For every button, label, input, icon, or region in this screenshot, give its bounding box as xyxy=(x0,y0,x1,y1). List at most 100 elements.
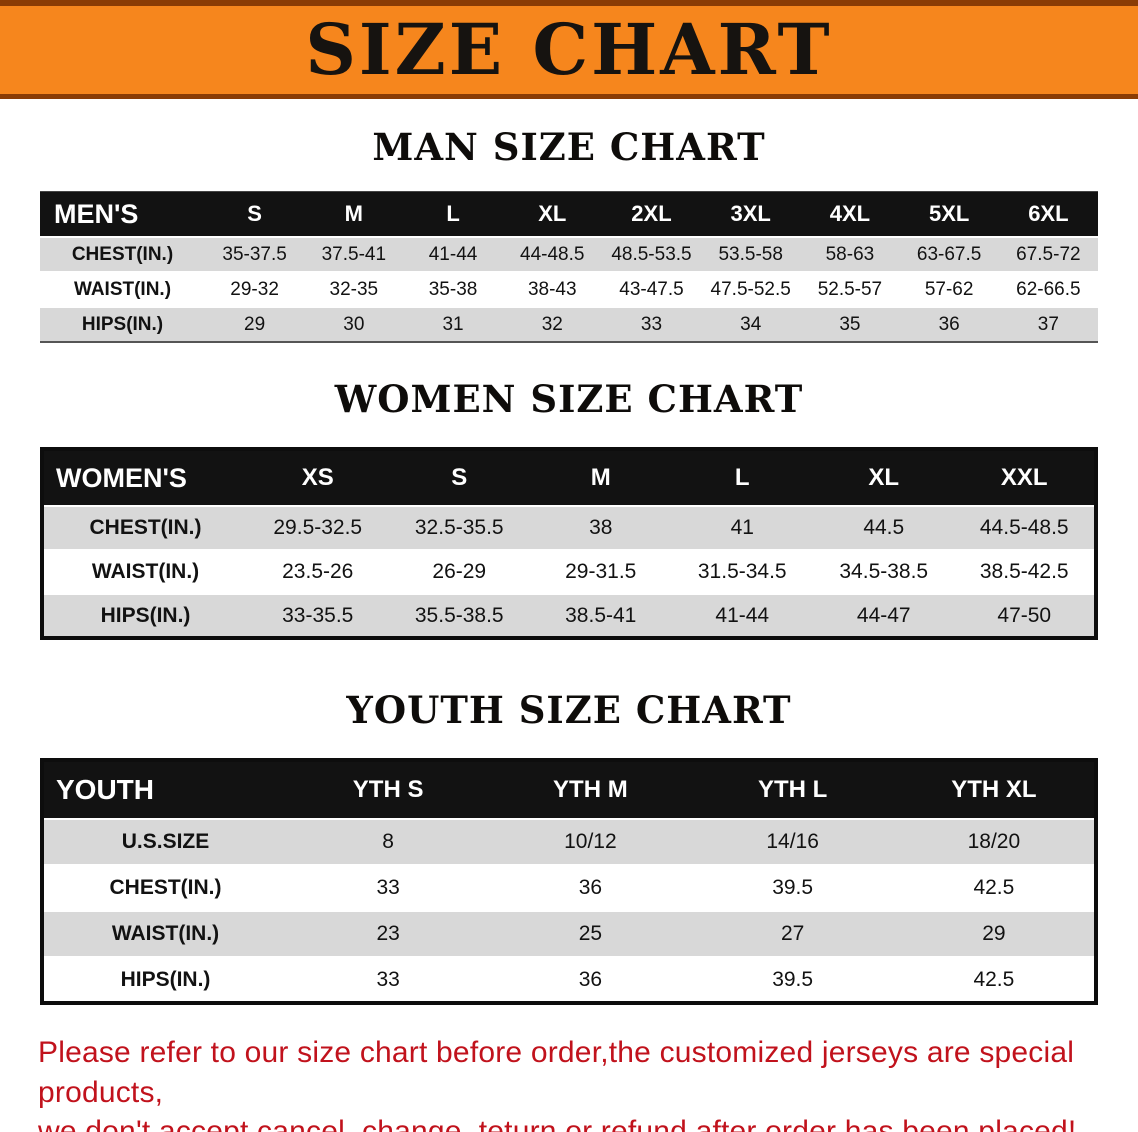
women-column-header: S xyxy=(388,449,530,506)
men-column-header: 3XL xyxy=(701,191,801,237)
youth-section-heading: YOUTH SIZE CHART xyxy=(346,688,792,732)
women-size-table: WOMEN'S XS S M L XL XXL CHEST(IN.) 29.5-32.5 32.5… xyxy=(40,447,1098,640)
youth-table-cell: 42.5 xyxy=(973,967,1015,991)
men-table-cell: 47.5-52.5 xyxy=(710,278,791,300)
youth-column-header: YTH S xyxy=(287,760,490,819)
men-table-cell: 29 xyxy=(244,313,266,335)
youth-table-cell: 27 xyxy=(780,922,805,945)
youth-table-row: U.S.SIZE 8 10/12 14/16 18/20 xyxy=(42,819,1096,865)
men-table-cell: 62-66.5 xyxy=(1016,278,1081,300)
men-table-row: HIPS(IN.) 29 30 31 32 33 34 35 36 37 xyxy=(40,307,1098,342)
youth-row-label: HIPS(IN.) xyxy=(120,967,211,991)
men-table-cell: 44-48.5 xyxy=(520,243,585,265)
men-table-cell: 38-43 xyxy=(527,278,577,300)
women-table-cell: 44.5-48.5 xyxy=(979,516,1069,539)
women-table-row: WAIST(IN.) 23.5-26 26-29 29-31.5 31.5-34.5 34… xyxy=(42,550,1096,594)
women-table-cell: 32.5-35.5 xyxy=(414,516,504,539)
youth-table-cell: 36 xyxy=(578,876,603,899)
women-column-header: XL xyxy=(813,449,955,506)
women-header-row: WOMEN'S XS S M L XL XXL xyxy=(42,449,1096,506)
men-table-cell: 67.5-72 xyxy=(1016,243,1081,265)
men-column-header: S xyxy=(205,191,305,237)
men-table-cell: 52.5-57 xyxy=(817,278,883,300)
men-size-table: MEN'S S M L XL 2XL 3XL 4XL 5XL 6XL CHEST(IN.) 35-37… xyxy=(40,191,1098,343)
men-column-header: 4XL xyxy=(800,191,900,237)
youth-table-row: CHEST(IN.) 33 36 39.5 42.5 xyxy=(42,865,1096,911)
men-header-row: MEN'S S M L XL 2XL 3XL 4XL 5XL 6XL xyxy=(40,191,1098,237)
men-table-cell: 48.5-53.5 xyxy=(611,243,692,265)
footer-line-2: we don't accept cancel, change, teturn o… xyxy=(38,1115,1077,1132)
men-table-cell: 32 xyxy=(541,313,563,335)
women-row-label: CHEST(IN.) xyxy=(89,516,202,539)
youth-table-cell: 36 xyxy=(578,967,603,991)
men-row-label: CHEST(IN.) xyxy=(71,243,174,265)
men-column-header: XL xyxy=(502,191,602,237)
youth-size-table: YOUTH YTH S YTH M YTH L YTH XL U.S.SIZE 8 10/12… xyxy=(40,758,1098,1005)
women-column-header: XXL xyxy=(954,449,1096,506)
youth-table-cell: 8 xyxy=(382,830,394,853)
men-column-header: M xyxy=(304,191,404,237)
men-table-cell: 35-37.5 xyxy=(222,243,287,265)
youth-table-cell: 33 xyxy=(376,876,400,899)
men-table-cell: 36 xyxy=(938,313,960,335)
youth-table-cell: 42.5 xyxy=(973,876,1015,899)
women-column-header: L xyxy=(671,449,813,506)
men-row-label: HIPS(IN.) xyxy=(81,313,164,335)
women-table-cell: 23.5-26 xyxy=(282,560,354,583)
men-column-header: 5XL xyxy=(899,191,999,237)
women-table-cell: 44-47 xyxy=(856,603,911,627)
men-table-cell: 57-62 xyxy=(924,278,974,300)
women-table-cell: 29-31.5 xyxy=(565,560,637,583)
women-corner-label: WOMEN'S xyxy=(42,449,247,506)
men-table-row: CHEST(IN.) 35-37.5 37.5-41 41-44 44-48.5 48.5… xyxy=(40,237,1098,272)
women-table-cell: 41-44 xyxy=(715,603,770,627)
section-youth: YOUTH SIZE CHART YOUTH YTH S YTH M YTH L YTH… xyxy=(0,640,1138,1005)
youth-table-row: WAIST(IN.) 23 25 27 29 xyxy=(42,911,1096,957)
men-table-row: WAIST(IN.) 29-32 32-35 35-38 38-43 43-47.5 47.… xyxy=(40,272,1098,307)
youth-corner-label: YOUTH xyxy=(42,760,287,819)
men-corner-label: MEN'S xyxy=(40,191,205,237)
youth-table-cell: 10/12 xyxy=(564,830,617,853)
footer-line-1: Please refer to our size chart before or… xyxy=(38,1036,1075,1109)
youth-column-header: YTH L xyxy=(691,760,894,819)
youth-table-row: HIPS(IN.) 33 36 39.5 42.5 xyxy=(42,957,1096,1003)
men-section-heading: MAN SIZE CHART xyxy=(372,125,766,169)
men-column-header: 2XL xyxy=(601,191,702,237)
women-table-cell: 35.5-38.5 xyxy=(414,603,504,627)
youth-table-cell: 14/16 xyxy=(766,830,819,853)
women-column-header: M xyxy=(530,449,672,506)
men-table-cell: 37 xyxy=(1037,313,1059,335)
women-table-row: CHEST(IN.) 29.5-32.5 32.5-35.5 38 41 44.5 44.5… xyxy=(42,506,1096,550)
men-column-header: 6XL xyxy=(998,191,1098,237)
men-row-label: WAIST(IN.) xyxy=(73,278,172,300)
section-women: WOMEN SIZE CHART WOMEN'S XS S M L XL XXL CHEST(… xyxy=(0,343,1138,640)
youth-table-cell: 23 xyxy=(376,922,400,945)
youth-table-cell: 25 xyxy=(578,922,603,945)
youth-table-cell: 29 xyxy=(982,922,1006,945)
women-table-cell: 34.5-38.5 xyxy=(839,560,929,583)
women-table-cell: 33-35.5 xyxy=(282,603,354,627)
women-row-label: WAIST(IN.) xyxy=(91,560,200,583)
youth-row-label: WAIST(IN.) xyxy=(111,922,220,945)
men-table-cell: 53.5-58 xyxy=(718,243,783,265)
women-table-cell: 44.5 xyxy=(863,516,905,539)
youth-table-cell: 39.5 xyxy=(772,876,814,899)
women-table-cell: 26-29 xyxy=(432,560,487,583)
men-column-header: L xyxy=(403,191,503,237)
women-column-header: XS xyxy=(247,449,389,506)
women-table-cell: 38 xyxy=(589,516,613,539)
section-men: MAN SIZE CHART MEN'S S M L XL 2XL 3XL 4XL 5XL 6XL… xyxy=(0,99,1138,343)
men-table-cell: 34 xyxy=(740,313,762,335)
youth-row-label: CHEST(IN.) xyxy=(109,876,222,899)
men-table-cell: 35 xyxy=(839,313,861,335)
women-table-cell: 38.5-41 xyxy=(565,603,637,627)
men-table-cell: 32-35 xyxy=(329,278,379,300)
women-table-cell: 38.5-42.5 xyxy=(979,560,1069,583)
men-table-cell: 63-67.5 xyxy=(916,243,982,265)
youth-row-label: U.S.SIZE xyxy=(121,830,210,853)
men-table-cell: 35-38 xyxy=(428,278,478,300)
youth-table-cell: 33 xyxy=(376,967,400,991)
women-table-cell: 29.5-32.5 xyxy=(273,516,363,539)
men-table-cell: 33 xyxy=(640,313,663,335)
men-table-cell: 58-63 xyxy=(825,243,875,265)
